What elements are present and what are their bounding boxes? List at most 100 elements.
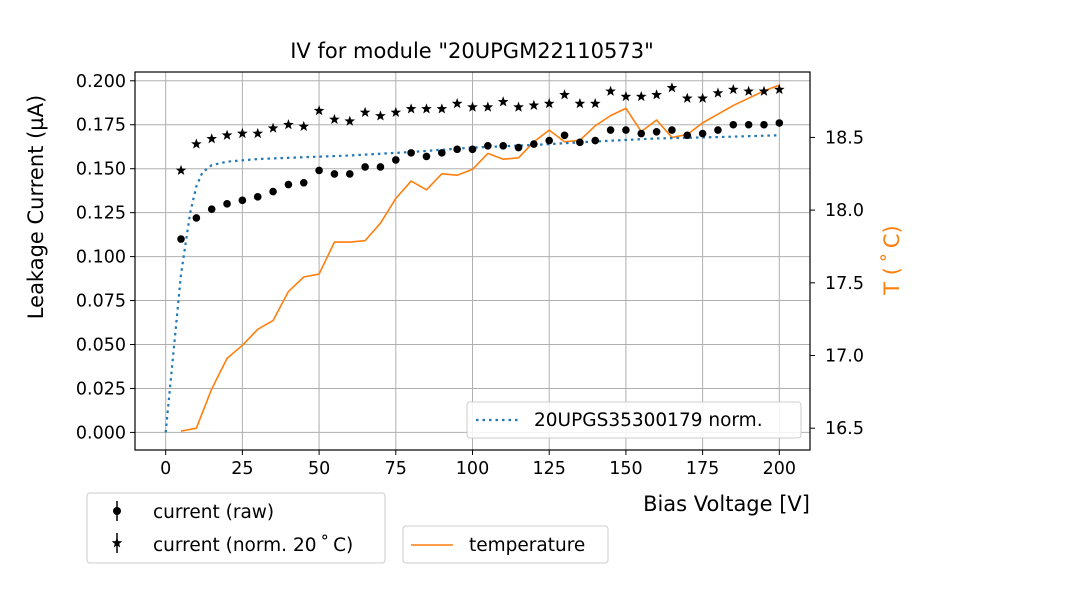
norm-current-point <box>191 138 202 149</box>
raw-current-point <box>652 127 661 136</box>
raw-current-point <box>637 129 646 138</box>
y-tick-label: 0.075 <box>76 292 126 312</box>
raw-current-point <box>376 163 385 171</box>
norm-current-point <box>574 98 586 109</box>
norm-current-point <box>375 110 386 121</box>
norm-current-point <box>559 89 570 100</box>
y2-tick-label: 16.5 <box>825 419 864 439</box>
raw-current-point <box>576 138 584 147</box>
y2-tick-label: 18.5 <box>825 128 864 148</box>
norm-current-point <box>221 129 233 140</box>
x-axis-ticks: 0 25 50 75 100 125 150 175 200 <box>160 450 796 479</box>
norm-current-point <box>482 101 494 112</box>
legend-temperature-label: temperature <box>469 535 585 556</box>
series-layer <box>164 82 785 433</box>
raw-current-point <box>622 126 630 134</box>
y-tick-label: 0.100 <box>76 248 126 268</box>
raw-current-point <box>407 149 415 157</box>
y-tick-label: 0.125 <box>76 204 126 224</box>
norm-current-point <box>697 92 708 103</box>
norm-current-point <box>651 89 662 100</box>
legend-currents: current (raw) current (norm. 20 ˚ C) <box>86 492 386 564</box>
raw-current-point <box>760 120 768 129</box>
raw-current-point <box>668 126 676 134</box>
x-tick-label: 175 <box>686 459 719 479</box>
norm-current-point <box>436 103 448 114</box>
y2-axis-ticks: 16.5 17.0 17.5 18.0 18.5 <box>810 128 864 439</box>
norm-current-point <box>513 101 524 112</box>
norm-current-point <box>712 87 724 98</box>
raw-current-point <box>345 170 354 178</box>
norm-current-point <box>451 98 463 109</box>
norm-current-point <box>206 133 218 144</box>
y2-tick-label: 17.5 <box>825 274 864 294</box>
raw-current-point <box>698 129 707 138</box>
raw-current-point <box>422 152 431 161</box>
raw-current-point <box>545 136 553 145</box>
y-tick-label: 0.200 <box>76 72 126 92</box>
y-axis-label: Leakage Current (µA) <box>24 95 48 319</box>
raw-current-point <box>775 119 784 127</box>
norm-current-point <box>743 85 754 96</box>
raw-current-point <box>207 205 216 213</box>
norm-current-point <box>635 91 647 102</box>
raw-current-point <box>744 120 753 129</box>
norm-current-point <box>405 103 417 114</box>
raw-current-point <box>284 180 293 189</box>
raw-current-point <box>330 170 339 178</box>
x-tick-label: 25 <box>231 459 253 479</box>
raw-current-point <box>269 187 277 196</box>
legend-reference-label: 20UPGS35300179 norm. <box>534 410 763 431</box>
raw-current-point <box>468 145 477 154</box>
norm-current-point <box>175 164 187 175</box>
norm-current-point <box>390 106 402 117</box>
norm-current-point <box>283 119 294 130</box>
raw-current-point <box>714 126 722 134</box>
raw-current-point <box>315 166 323 175</box>
legend-temperature-box <box>402 525 609 564</box>
raw-current-point <box>591 136 600 145</box>
x-axis-label: Bias Voltage [V] <box>643 492 810 516</box>
y-tick-label: 0.000 <box>76 423 126 443</box>
norm-current-point <box>589 98 601 109</box>
raw-current-point <box>606 126 615 134</box>
y-tick-label: 0.050 <box>76 336 126 356</box>
norm-current-point <box>329 113 340 124</box>
raw-current-point <box>438 149 446 157</box>
norm-current-point <box>359 106 371 117</box>
norm-current-point <box>758 85 770 96</box>
norm-current-point <box>344 115 356 126</box>
y-tick-label: 0.025 <box>76 379 126 399</box>
norm-current-point <box>237 127 248 139</box>
norm-current-point <box>727 83 739 95</box>
y-tick-label: 0.150 <box>76 160 126 180</box>
raw-current-point <box>238 196 247 205</box>
x-tick-label: 150 <box>609 459 642 479</box>
norm-current-point <box>773 83 785 95</box>
x-tick-label: 200 <box>763 459 796 479</box>
raw-current-point <box>253 193 262 201</box>
raw-current-point <box>192 214 201 222</box>
norm-current-point <box>543 98 555 109</box>
raw-current-point <box>530 140 538 148</box>
raw-current-point <box>453 145 461 154</box>
norm-current-point <box>267 122 279 133</box>
norm-current-point <box>605 85 616 96</box>
y2-axis-label: T ( ˚ C) <box>880 225 904 295</box>
legend-raw-swatch <box>113 501 121 521</box>
raw-current-point <box>223 200 231 208</box>
norm-current-point <box>252 127 264 139</box>
norm-current-point <box>298 120 310 132</box>
norm-current-point <box>620 91 632 102</box>
raw-current-point <box>499 142 507 150</box>
norm-current-point <box>666 82 678 93</box>
raw-current-point <box>683 131 692 140</box>
legend-temperature: temperature <box>402 525 609 564</box>
legend-currents-box <box>86 492 386 564</box>
y-axis-ticks: 0.000 0.025 0.050 0.075 0.100 0.125 0.150 0.175… <box>76 72 135 443</box>
x-tick-label: 75 <box>385 459 407 479</box>
y2-tick-label: 17.0 <box>825 347 864 367</box>
legend-reference-box <box>466 401 802 439</box>
chart-title: IV for module "20UPGM22110573" <box>290 39 654 63</box>
